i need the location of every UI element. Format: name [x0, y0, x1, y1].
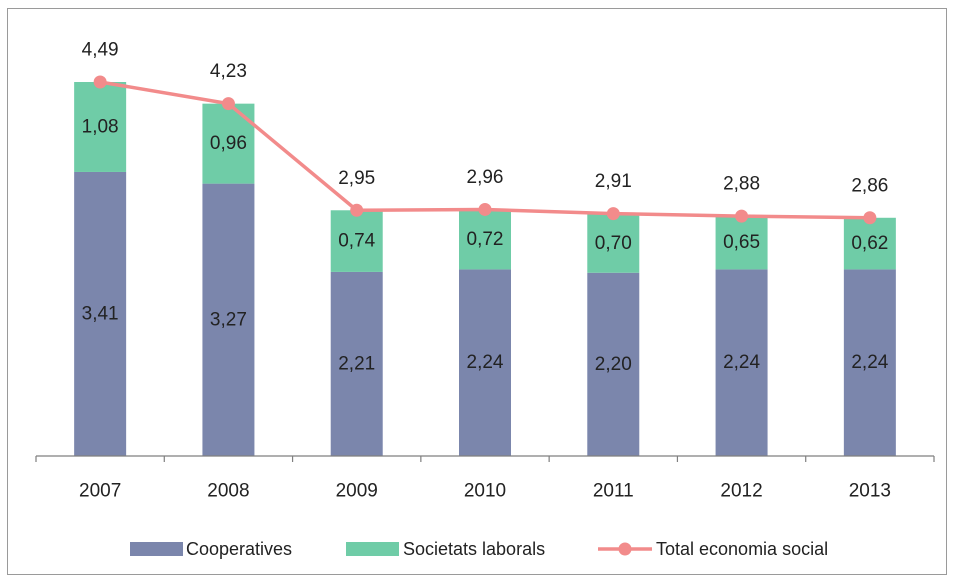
- bar-cooperatives-2009: [330, 271, 383, 456]
- x-tick-label-2012: 2012: [720, 481, 762, 502]
- total-line-layer: [93, 75, 877, 225]
- legend-swatch-societats-laborals: [346, 542, 399, 556]
- label-total-2011: 2,91: [595, 171, 632, 192]
- label-societats-laborals-2010: 0,72: [467, 229, 504, 250]
- bar-societats-laborals-2007: [74, 82, 127, 172]
- point-total-2009: [350, 203, 364, 217]
- bar-societats-laborals-2012: [715, 215, 768, 270]
- legend-marker-total: [618, 542, 632, 556]
- label-cooperatives-2010: 2,24: [467, 352, 504, 373]
- legend-label-total-economia-social: Total economia social: [656, 539, 828, 559]
- bar-societats-laborals-2009: [330, 210, 383, 272]
- label-cooperatives-2009: 2,21: [338, 353, 375, 374]
- label-societats-laborals-2012: 0,65: [723, 232, 760, 253]
- label-societats-laborals-2008: 0,96: [210, 133, 247, 154]
- point-total-2010: [478, 202, 492, 216]
- label-cooperatives-2011: 2,20: [595, 354, 632, 375]
- label-cooperatives-2008: 3,27: [210, 309, 247, 330]
- bar-cooperatives-2013: [843, 269, 896, 456]
- bar-cooperatives-2010: [459, 269, 511, 456]
- point-total-2007: [93, 75, 107, 89]
- point-total-2011: [606, 207, 620, 221]
- bar-societats-laborals-2010: [459, 209, 511, 270]
- x-tick-label-2013: 2013: [849, 481, 891, 502]
- point-total-2013: [863, 211, 877, 225]
- x-tick-label-2007: 2007: [79, 481, 121, 502]
- point-total-2012: [735, 209, 749, 223]
- bars-layer: [74, 82, 896, 457]
- label-cooperatives-2013: 2,24: [851, 352, 888, 373]
- point-total-2008: [221, 97, 235, 111]
- legend: Cooperatives Societats laborals Total econ…: [130, 539, 828, 559]
- legend-label-societats-laborals: Societats laborals: [403, 539, 545, 559]
- label-societats-laborals-2009: 0,74: [338, 231, 375, 252]
- label-total-2007: 4,49: [82, 40, 119, 61]
- x-tick-label-2010: 2010: [464, 481, 506, 502]
- label-cooperatives-2007: 3,41: [82, 303, 119, 324]
- data-labels-layer: 3,41 1,08 3,27 0,96 2,21 0,74 2,24 0,72 2,20 0,70…: [82, 40, 889, 375]
- label-total-2008: 4,23: [210, 61, 247, 82]
- label-cooperatives-2012: 2,24: [723, 352, 760, 373]
- x-axis: 2007 2008 2009 2010 2011 2012 2013: [35, 455, 935, 502]
- bar-cooperatives-2008: [202, 183, 255, 456]
- bar-societats-laborals-2011: [587, 214, 640, 273]
- x-tick-label-2011: 2011: [593, 481, 634, 502]
- bar-cooperatives-2011: [587, 272, 640, 456]
- label-total-2012: 2,88: [723, 174, 760, 195]
- x-tick-label-2008: 2008: [207, 481, 249, 502]
- bar-cooperatives-2007: [74, 171, 127, 457]
- bar-cooperatives-2012: [715, 269, 768, 456]
- label-total-2009: 2,95: [338, 168, 375, 189]
- x-tick-label-2009: 2009: [336, 481, 378, 502]
- legend-swatch-cooperatives: [130, 542, 183, 556]
- label-societats-laborals-2013: 0,62: [851, 233, 888, 254]
- label-total-2013: 2,86: [851, 175, 888, 196]
- legend-label-cooperatives: Cooperatives: [186, 539, 292, 559]
- bar-societats-laborals-2013: [843, 217, 896, 270]
- label-total-2010: 2,96: [467, 167, 504, 188]
- label-societats-laborals-2007: 1,08: [82, 116, 119, 137]
- label-societats-laborals-2011: 0,70: [595, 233, 632, 254]
